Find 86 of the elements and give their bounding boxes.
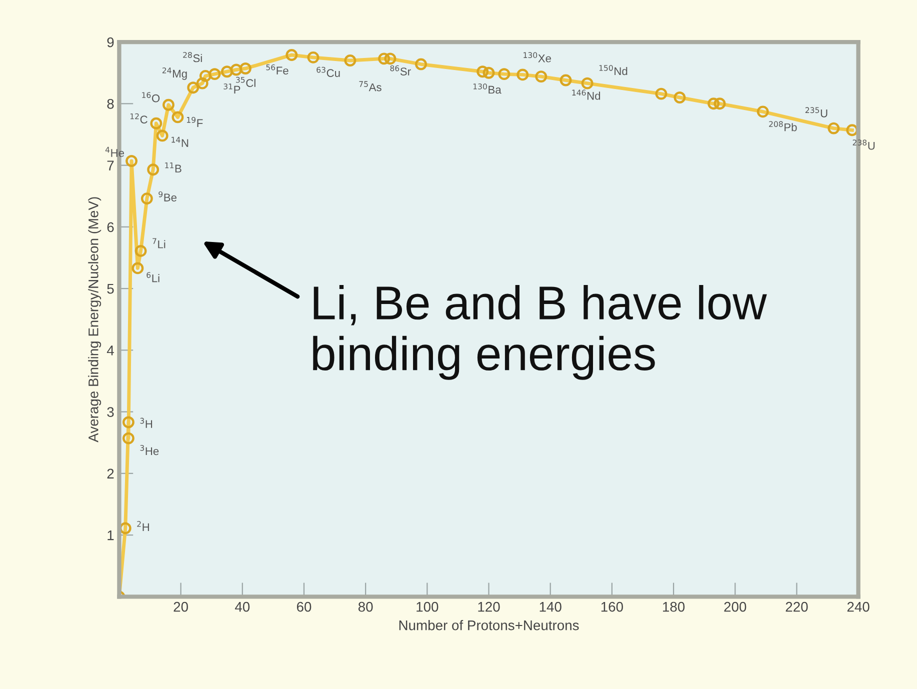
point <box>476 66 489 78</box>
point <box>221 66 233 78</box>
annotation: $^{208}$Pb <box>769 121 797 132</box>
point <box>172 111 184 124</box>
x-axis-title: Number of Protons+Neutrons <box>399 620 579 630</box>
annotation: $^{24}$Mg <box>162 68 187 80</box>
point <box>132 262 144 274</box>
annotation: $^{14}$N <box>172 136 188 147</box>
annotation: $^{238}$U <box>852 140 875 150</box>
point <box>230 64 242 76</box>
x-tick-label: 200 <box>724 602 746 612</box>
annotation: $^{9}$Be <box>158 191 176 202</box>
annotation: $^{130}$Ba <box>473 84 502 94</box>
x-tick-label: 80 <box>358 602 373 612</box>
annotation: $^{19}$F <box>187 116 203 127</box>
annotation: $^{235}$U <box>805 107 828 118</box>
x-tick-label: 100 <box>416 602 438 612</box>
y-tick-label: 7 <box>107 160 114 170</box>
y-axis-title: Average Binding Energy/Nucleon (MeV) <box>88 197 102 442</box>
point <box>199 70 212 82</box>
x-tick-label: 160 <box>601 602 623 612</box>
y-tick-label: 4 <box>106 346 114 356</box>
point <box>344 54 356 66</box>
annotation: $^{28}$Si <box>183 52 202 62</box>
x-tick-label: 20 <box>174 602 188 612</box>
x-tick-label: 180 <box>663 602 685 612</box>
point <box>147 164 160 176</box>
point <box>560 74 572 86</box>
point <box>384 52 396 65</box>
y-tick-label: 9 <box>107 37 114 48</box>
y-tick-label: 2 <box>107 468 114 478</box>
point <box>655 88 668 100</box>
annotation: $^{63}$Cu <box>316 66 340 77</box>
point <box>714 98 726 110</box>
annotation: $^{12}$C <box>130 113 148 124</box>
annotation: $^{4}$He <box>105 146 124 157</box>
annotation: $^{16}$O <box>142 92 160 102</box>
point <box>828 122 840 134</box>
point <box>122 432 134 444</box>
y-tick-label: 1 <box>108 530 114 540</box>
point <box>150 117 162 130</box>
x-tick-label: 60 <box>296 602 312 612</box>
annotation: $^{6}$Li <box>146 272 160 282</box>
point <box>286 49 298 61</box>
x-tick-label: 140 <box>540 602 562 612</box>
point <box>482 66 495 79</box>
annotation: $^{11}$B <box>165 162 182 172</box>
annotation: $^{86}$Sr <box>390 65 411 76</box>
point <box>240 62 252 74</box>
annotation: $^{150}$Nd <box>599 64 628 76</box>
point <box>208 68 221 80</box>
point <box>196 77 208 90</box>
point <box>498 68 510 80</box>
point <box>378 52 390 65</box>
y-tick-label: 3 <box>107 407 114 417</box>
y-tick-label: 6 <box>107 222 114 232</box>
point <box>535 70 548 83</box>
annotation: $^{130}$Xe <box>524 52 551 62</box>
point <box>307 51 320 64</box>
x-tick-label: 120 <box>478 602 500 612</box>
y-tick-label: 5 <box>107 284 114 294</box>
point <box>162 98 174 111</box>
x-tick-label: 40 <box>234 602 250 612</box>
annotation: $^{3}$He <box>140 444 159 456</box>
annotation: $^{2}$H <box>137 521 149 532</box>
annotation: $^{75}$As <box>359 81 382 92</box>
point <box>581 77 594 90</box>
point <box>516 68 529 81</box>
y-tick-label: 8 <box>107 98 114 109</box>
point <box>674 92 686 104</box>
point <box>415 58 427 70</box>
annotation: $^{3}$H <box>140 418 152 428</box>
annotation: $^{146}$Nd <box>572 90 600 100</box>
x-tick-label: 220 <box>786 602 808 612</box>
annotation: Li, Be and B have low binding energies <box>313 285 767 380</box>
annotation: $^{56}$Fe <box>266 64 288 75</box>
point <box>134 244 147 257</box>
point <box>156 130 168 142</box>
point <box>187 82 200 94</box>
point <box>122 416 134 428</box>
point <box>756 106 769 118</box>
point <box>126 155 138 167</box>
point <box>708 98 720 110</box>
point <box>140 192 153 205</box>
x-tick-label: 240 <box>847 602 870 612</box>
annotation: $^{7}$Li <box>152 238 166 248</box>
